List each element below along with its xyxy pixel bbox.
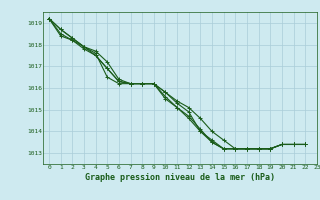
X-axis label: Graphe pression niveau de la mer (hPa): Graphe pression niveau de la mer (hPa) (85, 173, 275, 182)
